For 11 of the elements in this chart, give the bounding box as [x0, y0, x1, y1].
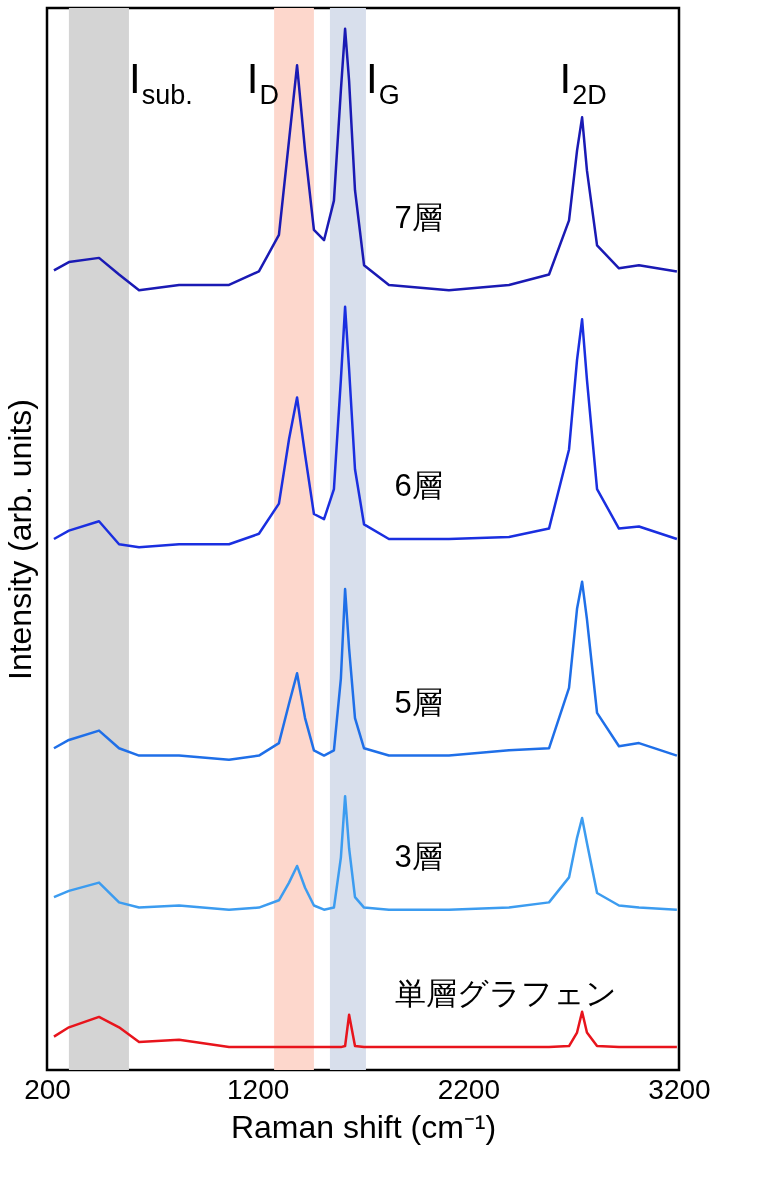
x-tick-label: 200 — [24, 1073, 71, 1105]
series-label: 3層 — [394, 838, 443, 874]
x-axis-title: Raman shift (cm⁻¹) — [230, 1108, 497, 1145]
y-axis-title: Intensity (arb. units) — [1, 399, 38, 680]
x-tick-label: 1200 — [227, 1073, 290, 1105]
series-label: 6層 — [394, 467, 443, 503]
x-tick-label: 3200 — [648, 1073, 711, 1105]
series-label: 単層グラフェン — [394, 976, 617, 1012]
x-tick-label: 2200 — [437, 1073, 500, 1105]
series-label: 7層 — [394, 200, 443, 236]
series-label: 5層 — [394, 684, 443, 720]
